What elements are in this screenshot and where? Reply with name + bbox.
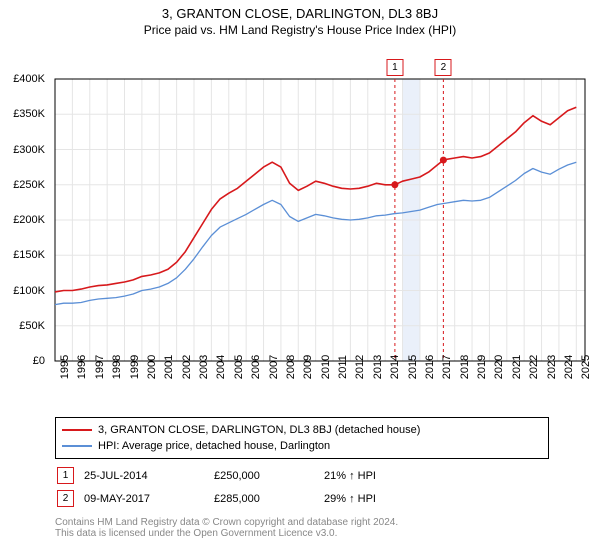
chart-subtitle: Price paid vs. HM Land Registry's House … — [0, 23, 600, 37]
legend-row: HPI: Average price, detached house, Darl… — [62, 438, 542, 454]
x-axis-tick-label: 2011 — [337, 355, 349, 379]
footer-attribution: Contains HM Land Registry data © Crown c… — [55, 517, 600, 539]
x-axis-tick-label: 1999 — [129, 355, 141, 379]
sale-number-badge: 1 — [57, 467, 74, 484]
legend-swatch — [62, 429, 92, 431]
x-axis-tick-label: 1997 — [94, 355, 106, 379]
legend-swatch — [62, 445, 92, 447]
x-axis-tick-label: 2017 — [441, 355, 453, 379]
chart-svg — [0, 41, 600, 411]
legend-row: 3, GRANTON CLOSE, DARLINGTON, DL3 8BJ (d… — [62, 422, 542, 438]
sales-table: 1 25-JUL-2014 £250,000 21% ↑ HPI 2 09-MA… — [55, 463, 386, 511]
legend-label: HPI: Average price, detached house, Darl… — [98, 440, 330, 452]
y-axis-tick-label: £200K — [5, 214, 45, 226]
x-axis-tick-label: 2005 — [233, 355, 245, 379]
sale-delta: 21% ↑ HPI — [324, 465, 384, 486]
x-axis-tick-label: 2000 — [146, 355, 158, 379]
sale-delta: 29% ↑ HPI — [324, 488, 384, 509]
x-axis-tick-label: 2013 — [372, 355, 384, 379]
x-axis-tick-label: 2009 — [302, 355, 314, 379]
sale-marker-flag: 2 — [435, 59, 452, 76]
legend-label: 3, GRANTON CLOSE, DARLINGTON, DL3 8BJ (d… — [98, 424, 420, 436]
y-axis-tick-label: £400K — [5, 73, 45, 85]
x-axis-tick-label: 2025 — [580, 355, 592, 379]
footer-line: Contains HM Land Registry data © Crown c… — [55, 517, 600, 528]
x-axis-tick-label: 2022 — [528, 355, 540, 379]
y-axis-tick-label: £0 — [5, 355, 45, 367]
y-axis-tick-label: £300K — [5, 144, 45, 156]
x-axis-tick-label: 2006 — [250, 355, 262, 379]
y-axis-tick-label: £350K — [5, 108, 45, 120]
y-axis-tick-label: £100K — [5, 285, 45, 297]
y-axis-tick-label: £50K — [5, 320, 45, 332]
sale-number-badge: 2 — [57, 490, 74, 507]
x-axis-tick-label: 2016 — [424, 355, 436, 379]
y-axis-tick-label: £150K — [5, 249, 45, 261]
x-axis-tick-label: 2001 — [163, 355, 175, 379]
x-axis-tick-label: 1996 — [76, 355, 88, 379]
x-axis-tick-label: 2012 — [354, 355, 366, 379]
x-axis-tick-label: 2020 — [493, 355, 505, 379]
x-axis-tick-label: 2008 — [285, 355, 297, 379]
y-axis-tick-label: £250K — [5, 179, 45, 191]
x-axis-tick-label: 2018 — [459, 355, 471, 379]
x-axis-tick-label: 2023 — [546, 355, 558, 379]
x-axis-tick-label: 2002 — [181, 355, 193, 379]
sale-price: £285,000 — [214, 488, 322, 509]
x-axis-tick-label: 2019 — [476, 355, 488, 379]
x-axis-tick-label: 2021 — [511, 355, 523, 379]
sale-marker-flag: 1 — [386, 59, 403, 76]
x-axis-tick-label: 2004 — [215, 355, 227, 379]
table-row: 1 25-JUL-2014 £250,000 21% ↑ HPI — [57, 465, 384, 486]
sale-price: £250,000 — [214, 465, 322, 486]
x-axis-tick-label: 2007 — [268, 355, 280, 379]
x-axis-tick-label: 2014 — [389, 355, 401, 379]
chart-area: 1 2 £0 £50K £100K £150K £200K £250K £300K £350K £… — [0, 41, 600, 411]
table-row: 2 09-MAY-2017 £285,000 29% ↑ HPI — [57, 488, 384, 509]
x-axis-tick-label: 1995 — [59, 355, 71, 379]
legend-box: 3, GRANTON CLOSE, DARLINGTON, DL3 8BJ (d… — [55, 417, 549, 459]
x-axis-tick-label: 2003 — [198, 355, 210, 379]
x-axis-tick-label: 2010 — [320, 355, 332, 379]
chart-title: 3, GRANTON CLOSE, DARLINGTON, DL3 8BJ — [0, 6, 600, 21]
footer-line: This data is licensed under the Open Gov… — [55, 528, 600, 539]
sale-date: 09-MAY-2017 — [84, 488, 212, 509]
x-axis-tick-label: 2024 — [563, 355, 575, 379]
x-axis-tick-label: 1998 — [111, 355, 123, 379]
sale-date: 25-JUL-2014 — [84, 465, 212, 486]
x-axis-tick-label: 2015 — [407, 355, 419, 379]
